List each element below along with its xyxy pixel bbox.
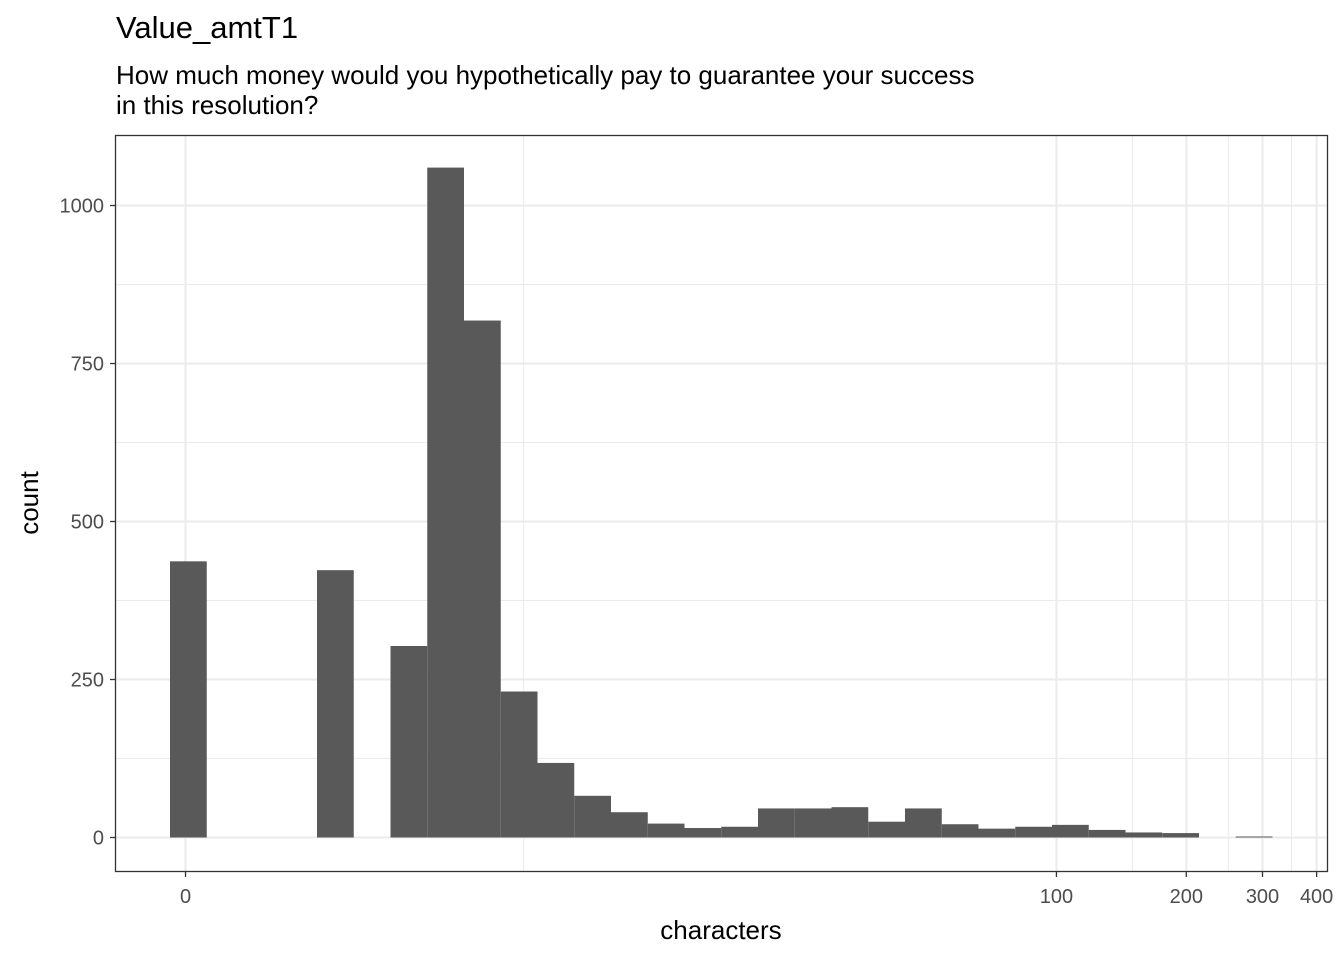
x-tick-label: 100 (1040, 886, 1073, 908)
x-axis-title: characters (660, 915, 781, 945)
x-tick-label: 0 (180, 886, 191, 908)
y-axis-ticks: 0 250 500 750 1000 (60, 196, 116, 850)
histogram-bar (721, 826, 758, 838)
histogram-bars (170, 167, 1273, 838)
histogram-bar (464, 320, 501, 838)
y-tick-label: 0 (93, 828, 104, 850)
histogram-bar (868, 821, 905, 838)
histogram-bar (574, 795, 611, 838)
histogram-bar (831, 807, 869, 838)
histogram-bar (1088, 829, 1126, 838)
histogram-bar (1162, 833, 1199, 838)
histogram-bar (905, 808, 942, 838)
histogram-bar (537, 762, 575, 838)
chart-title: Value_amtT1 (116, 10, 299, 45)
y-tick-label: 1000 (60, 196, 105, 218)
histogram-bar (500, 691, 538, 838)
histogram-bar (941, 824, 979, 838)
histogram-bar (758, 808, 795, 838)
histogram-bar (1015, 826, 1052, 838)
histogram-bar (317, 570, 354, 838)
x-tick-label: 200 (1170, 886, 1203, 908)
histogram-bar (1052, 824, 1089, 838)
plot-panel-border (114, 134, 1329, 873)
histogram-bar (978, 828, 1016, 838)
histogram-bar (427, 167, 464, 838)
histogram-bar (684, 828, 722, 838)
histogram-bar (611, 812, 648, 838)
grid-lines (116, 136, 1327, 871)
subtitle-line-1: How much money would you hypothetically … (116, 60, 975, 90)
chart-subtitle: How much money would you hypothetically … (116, 60, 974, 120)
y-axis-title: count (14, 470, 44, 534)
histogram-bar (794, 808, 832, 838)
x-tick-label: 400 (1300, 886, 1333, 908)
histogram-bar (1235, 836, 1273, 838)
histogram-bar (1125, 832, 1163, 838)
subtitle-line-2: in this resolution? (116, 90, 319, 120)
y-tick-label: 750 (71, 354, 104, 376)
histogram-bar (647, 823, 685, 838)
x-axis-ticks: 0 100 200 300 400 (180, 871, 1333, 908)
histogram-bar (170, 561, 207, 838)
histogram-bar (390, 646, 428, 838)
y-tick-label: 250 (71, 670, 104, 692)
y-tick-label: 500 (71, 512, 104, 534)
x-tick-label: 300 (1246, 886, 1279, 908)
